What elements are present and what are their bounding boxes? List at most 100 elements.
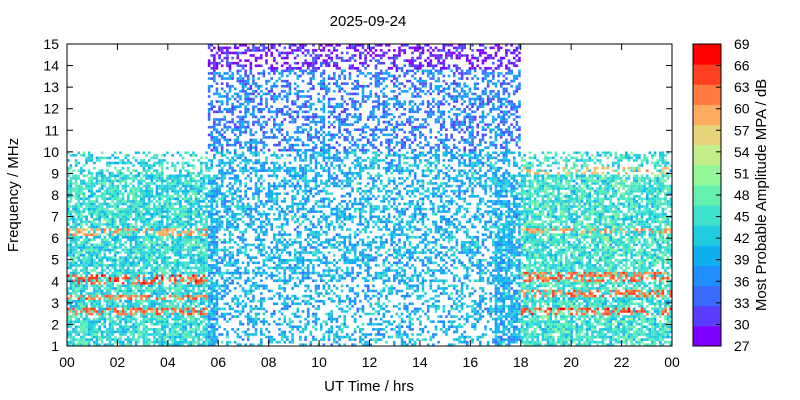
heatmap-cell [252, 115, 255, 119]
heatmap-cell [173, 210, 177, 213]
heatmap-cell [87, 340, 91, 344]
heatmap-cell [265, 212, 268, 216]
heatmap-cell [158, 174, 161, 178]
heatmap-cell [103, 294, 107, 298]
heatmap-cell [85, 223, 88, 226]
heatmap-cell [249, 333, 253, 336]
heatmap-cell [90, 177, 94, 180]
heatmap-cell [150, 299, 154, 303]
heatmap-cell [168, 197, 172, 201]
heatmap-cell [160, 328, 164, 331]
heatmap-cell [95, 212, 99, 216]
heatmap-cell [265, 79, 268, 83]
heatmap-cell [257, 287, 260, 290]
heatmap-cell [192, 253, 195, 257]
heatmap-cell [74, 159, 78, 162]
heatmap-cell [100, 322, 104, 326]
heatmap-cell [278, 169, 281, 172]
heatmap-cell [87, 220, 91, 224]
heatmap-cell [67, 340, 70, 344]
heatmap-cell [210, 317, 214, 321]
heatmap-cell [95, 287, 99, 290]
heatmap-cell [252, 243, 255, 247]
heatmap-cell [265, 284, 268, 288]
heatmap-cell [228, 192, 232, 196]
heatmap-cell [283, 164, 287, 167]
heatmap-cell [257, 248, 260, 252]
heatmap-cell [69, 187, 73, 190]
heatmap-cell [145, 189, 148, 193]
heatmap-cell [106, 169, 109, 172]
heatmap-cell [95, 159, 99, 162]
heatmap-cell [77, 251, 81, 254]
heatmap-cell [69, 261, 73, 265]
heatmap-cell [241, 220, 245, 224]
heatmap-cell [202, 192, 206, 196]
heatmap-cell [93, 233, 96, 236]
heatmap-cell [132, 225, 135, 229]
heatmap-cell [252, 97, 255, 101]
heatmap-cell [72, 292, 75, 295]
heatmap-cell [106, 212, 109, 216]
heatmap-cell [273, 120, 276, 124]
heatmap-cell [241, 235, 245, 239]
heatmap-cell [283, 69, 287, 73]
heatmap-cell [280, 154, 284, 157]
heatmap-cell [179, 179, 182, 183]
heatmap-cell [176, 207, 180, 211]
heatmap-cell [189, 223, 193, 226]
heatmap-cell [246, 187, 250, 190]
heatmap-cell [87, 261, 91, 265]
heatmap-cell [226, 107, 229, 111]
heatmap-cell [236, 92, 240, 96]
heatmap-cell [126, 315, 130, 318]
heatmap-cell [213, 179, 216, 183]
heatmap-cell [218, 333, 221, 336]
heatmap-cell [166, 310, 169, 313]
heatmap-cell [213, 110, 216, 114]
heatmap-cell [291, 210, 294, 213]
heatmap-cell [186, 220, 190, 224]
heatmap-cell [228, 189, 232, 193]
heatmap-cell [278, 123, 281, 126]
heatmap-cell [137, 246, 141, 249]
heatmap-cell [278, 253, 281, 257]
heatmap-cell [286, 281, 289, 285]
heatmap-cell [113, 251, 117, 254]
heatmap-cell [207, 338, 211, 341]
heatmap-cell [126, 194, 130, 198]
heatmap-cell [202, 179, 206, 183]
heatmap-cell [236, 179, 240, 183]
heatmap-cell [116, 228, 120, 231]
heatmap-cell [181, 310, 185, 313]
heatmap-cell [116, 174, 120, 178]
heatmap-cell [153, 220, 156, 224]
heatmap-cell [145, 299, 148, 303]
heatmap-cell [173, 202, 177, 206]
heatmap-cell [153, 335, 156, 339]
heatmap-cell [293, 194, 297, 198]
heatmap-cell [74, 325, 78, 329]
heatmap-cell [124, 161, 127, 165]
heatmap-cell [236, 328, 240, 331]
heatmap-cell [215, 269, 219, 272]
heatmap-cell [223, 210, 227, 213]
heatmap-cell [223, 294, 227, 298]
heatmap-cell [189, 246, 193, 249]
heatmap-cell [168, 256, 172, 260]
heatmap-cell [147, 261, 151, 265]
heatmap-cell [72, 189, 75, 193]
heatmap-cell [226, 218, 229, 221]
heatmap-cell [241, 233, 245, 236]
heatmap-cell [158, 340, 161, 344]
heatmap-cell [119, 320, 122, 323]
heatmap-cell [119, 210, 122, 213]
heatmap-cell [286, 69, 289, 73]
heatmap-cell [121, 307, 125, 311]
heatmap-cell [74, 305, 78, 308]
heatmap-cell [103, 192, 107, 196]
heatmap-cell [270, 276, 274, 280]
heatmap-cell [288, 322, 292, 326]
heatmap-cell [228, 241, 232, 244]
heatmap-cell [173, 297, 177, 300]
